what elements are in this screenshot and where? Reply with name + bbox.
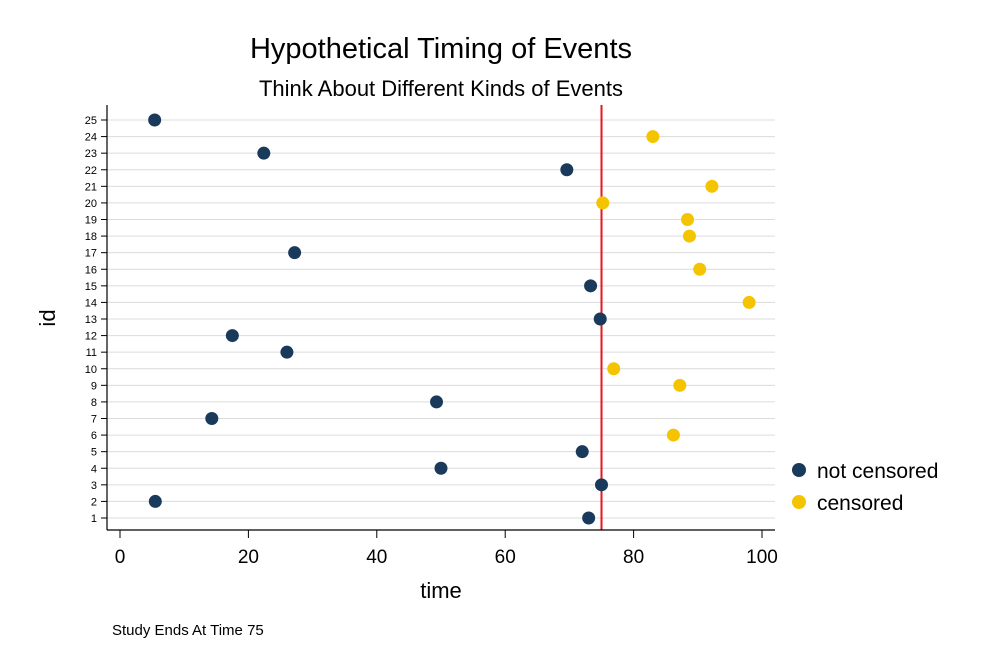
y-tick-label-7: 7: [91, 414, 97, 426]
data-points: [148, 113, 756, 525]
x-axis-title: time: [420, 578, 462, 603]
point-censored-id-9: [673, 378, 687, 392]
y-tick-label-25: 25: [85, 115, 97, 127]
point-not-censored-id-23: [257, 146, 271, 160]
point-not-censored-id-22: [560, 163, 574, 177]
y-tick-label-19: 19: [85, 215, 97, 227]
y-tick-label-6: 6: [91, 430, 97, 442]
legend: not censored censored: [792, 460, 938, 515]
y-tick-label-14: 14: [85, 297, 97, 309]
x-tick-label-20: 20: [238, 547, 259, 568]
point-not-censored-id-7: [205, 412, 219, 425]
y-tick-label-5: 5: [91, 447, 97, 459]
point-not-censored-id-12: [225, 329, 239, 343]
y-axis-title: id: [35, 309, 60, 326]
y-tick-label-23: 23: [85, 148, 97, 160]
point-not-censored-id-15: [584, 279, 598, 293]
point-censored-id-19: [681, 213, 695, 226]
point-censored-id-24: [646, 130, 660, 144]
point-censored-id-14: [742, 295, 756, 309]
y-tick-label-9: 9: [91, 380, 97, 392]
y-tick-label-16: 16: [85, 264, 97, 276]
chart-subtitle: Think About Different Kinds of Events: [259, 76, 623, 101]
x-tick-label-80: 80: [623, 547, 644, 568]
point-not-censored-id-3: [595, 478, 608, 492]
y-tick-label-4: 4: [91, 463, 97, 475]
x-tick-label-40: 40: [366, 547, 387, 568]
x-axis-ticks: 0 20 40 60 80 100: [115, 530, 778, 568]
legend-marker-censored: [792, 495, 806, 509]
y-tick-label-8: 8: [91, 397, 97, 409]
legend-label-not-censored: not censored: [817, 460, 938, 483]
x-tick-label-0: 0: [115, 547, 126, 568]
point-not-censored-id-17: [288, 246, 302, 260]
y-tick-label-12: 12: [85, 331, 97, 343]
gridlines: [107, 119, 775, 519]
point-not-censored-id-8: [430, 395, 444, 409]
point-censored-id-16: [693, 262, 707, 276]
y-tick-label-21: 21: [85, 181, 97, 193]
x-tick-label-100: 100: [746, 547, 778, 568]
chart-note: Study Ends At Time 75: [112, 622, 264, 639]
y-axis-ticks: 1234567891011121314151617181920212223242…: [85, 115, 107, 525]
point-not-censored-id-11: [280, 345, 294, 359]
point-not-censored-id-13: [593, 312, 607, 326]
y-tick-label-17: 17: [85, 248, 97, 260]
y-tick-label-22: 22: [85, 165, 97, 177]
point-censored-id-20: [596, 196, 610, 210]
y-tick-label-2: 2: [91, 496, 97, 508]
y-tick-label-3: 3: [91, 480, 97, 492]
y-tick-label-13: 13: [85, 314, 97, 326]
chart-title: Hypothetical Timing of Events: [250, 33, 632, 65]
point-censored-id-10: [607, 362, 621, 376]
y-tick-label-24: 24: [85, 132, 97, 144]
point-not-censored-id-1: [582, 511, 596, 525]
legend-marker-not-censored: [792, 463, 806, 477]
point-not-censored-id-2: [148, 494, 162, 508]
y-tick-label-1: 1: [91, 513, 97, 525]
x-tick-label-60: 60: [495, 547, 516, 568]
y-tick-label-10: 10: [85, 364, 97, 376]
point-censored-id-21: [705, 179, 719, 193]
y-tick-label-15: 15: [85, 281, 97, 293]
point-not-censored-id-5: [575, 445, 589, 459]
point-censored-id-6: [666, 428, 680, 442]
legend-label-censored: censored: [817, 492, 903, 515]
y-tick-label-20: 20: [85, 198, 97, 210]
point-censored-id-18: [682, 229, 696, 243]
point-not-censored-id-4: [434, 461, 448, 475]
y-tick-label-11: 11: [86, 347, 97, 359]
point-not-censored-id-25: [148, 113, 162, 127]
y-tick-label-18: 18: [85, 231, 97, 243]
